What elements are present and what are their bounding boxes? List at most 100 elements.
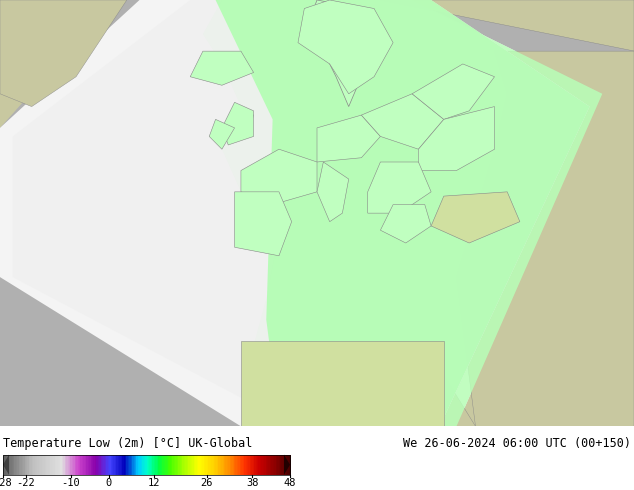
Text: 12: 12: [148, 478, 160, 488]
Bar: [59, 455, 61, 475]
Bar: [4, 455, 6, 475]
Text: We 26-06-2024 06:00 UTC (00+150): We 26-06-2024 06:00 UTC (00+150): [403, 438, 631, 450]
Bar: [200, 455, 202, 475]
Text: Temperature Low (2m) [°C] UK-Global: Temperature Low (2m) [°C] UK-Global: [3, 438, 252, 450]
Bar: [138, 455, 140, 475]
Bar: [174, 455, 176, 475]
Bar: [136, 455, 138, 475]
Bar: [181, 455, 183, 475]
Polygon shape: [216, 0, 590, 418]
Bar: [249, 455, 250, 475]
Bar: [3, 455, 5, 475]
Bar: [191, 455, 193, 475]
Bar: [216, 455, 217, 475]
Bar: [50, 455, 52, 475]
Bar: [281, 455, 283, 475]
Polygon shape: [3, 455, 9, 475]
Bar: [120, 455, 122, 475]
Bar: [103, 455, 105, 475]
Bar: [86, 455, 88, 475]
Bar: [198, 455, 200, 475]
Bar: [144, 455, 146, 475]
Bar: [287, 455, 289, 475]
Bar: [110, 455, 113, 475]
Bar: [37, 455, 39, 475]
Bar: [55, 455, 56, 475]
Bar: [230, 455, 231, 475]
Bar: [112, 455, 114, 475]
Bar: [42, 455, 44, 475]
Bar: [65, 455, 67, 475]
Bar: [177, 455, 179, 475]
Bar: [264, 455, 266, 475]
Bar: [119, 455, 121, 475]
Bar: [169, 455, 171, 475]
Polygon shape: [298, 0, 393, 94]
Bar: [6, 455, 8, 475]
Polygon shape: [228, 107, 254, 141]
Bar: [113, 455, 115, 475]
Bar: [152, 455, 154, 475]
Bar: [95, 455, 97, 475]
Bar: [214, 455, 216, 475]
Bar: [70, 455, 72, 475]
Bar: [197, 455, 198, 475]
Bar: [220, 455, 222, 475]
Bar: [8, 455, 10, 475]
Polygon shape: [431, 192, 520, 243]
Text: 26: 26: [201, 478, 213, 488]
Bar: [150, 455, 152, 475]
Bar: [205, 455, 207, 475]
Bar: [190, 455, 191, 475]
Bar: [210, 455, 212, 475]
Bar: [69, 455, 71, 475]
Polygon shape: [241, 149, 317, 205]
Bar: [79, 455, 81, 475]
Bar: [33, 455, 35, 475]
Text: -22: -22: [16, 478, 35, 488]
Bar: [238, 455, 240, 475]
Bar: [250, 455, 252, 475]
Polygon shape: [304, 0, 380, 107]
Bar: [43, 455, 45, 475]
Polygon shape: [317, 115, 380, 162]
Bar: [167, 455, 169, 475]
Bar: [92, 455, 94, 475]
Bar: [251, 455, 253, 475]
Bar: [107, 455, 108, 475]
Bar: [231, 455, 233, 475]
Bar: [102, 455, 104, 475]
Bar: [125, 455, 127, 475]
Polygon shape: [380, 0, 634, 51]
Bar: [109, 455, 111, 475]
Polygon shape: [0, 0, 602, 426]
Bar: [48, 455, 49, 475]
Bar: [256, 455, 257, 475]
Bar: [161, 455, 163, 475]
Bar: [29, 455, 31, 475]
Bar: [36, 455, 38, 475]
Bar: [245, 455, 247, 475]
Bar: [202, 455, 204, 475]
Bar: [217, 455, 219, 475]
Bar: [159, 455, 161, 475]
Bar: [105, 455, 107, 475]
Bar: [175, 455, 177, 475]
Bar: [91, 455, 93, 475]
Text: -28: -28: [0, 478, 13, 488]
Polygon shape: [317, 162, 349, 221]
Bar: [171, 455, 173, 475]
Bar: [11, 455, 13, 475]
Bar: [25, 455, 27, 475]
Bar: [26, 455, 28, 475]
Bar: [19, 455, 21, 475]
Bar: [201, 455, 203, 475]
Bar: [186, 455, 189, 475]
Bar: [118, 455, 120, 475]
Bar: [139, 455, 141, 475]
Bar: [271, 455, 273, 475]
Bar: [41, 455, 42, 475]
Bar: [184, 455, 186, 475]
Bar: [49, 455, 51, 475]
Bar: [162, 455, 164, 475]
